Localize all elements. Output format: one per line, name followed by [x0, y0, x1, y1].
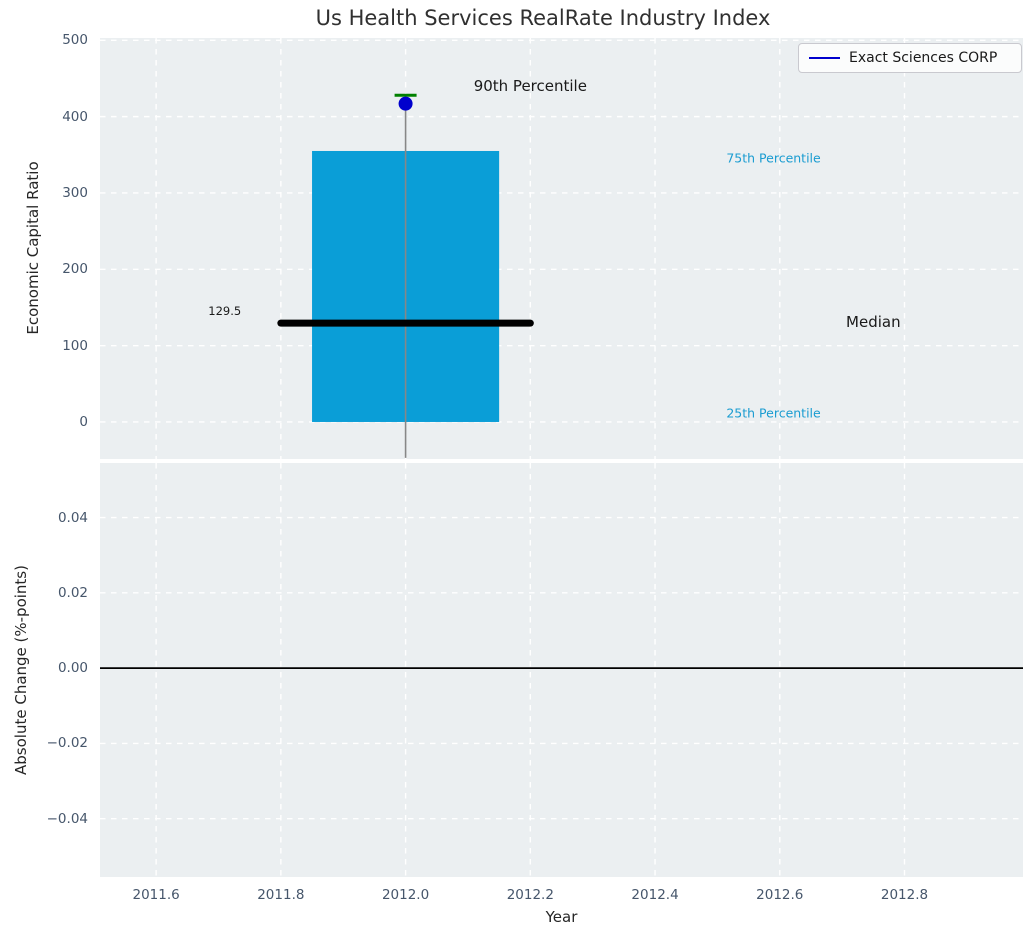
annotation-90th-percentile: 90th Percentile	[474, 77, 587, 95]
x-axis-label: Year	[100, 908, 1023, 926]
annotation-median: Median	[846, 313, 901, 331]
y-tick-label: 0.04	[32, 509, 88, 527]
annotation-25th-percentile: 25th Percentile	[726, 405, 820, 420]
y-tick-label: −0.02	[32, 734, 88, 752]
y-tick-label: 300	[32, 184, 88, 202]
company-data-point	[399, 97, 413, 111]
legend-entry-label: Exact Sciences CORP	[849, 50, 997, 66]
chart-figure: Us Health Services RealRate Industry Ind…	[0, 0, 1034, 942]
x-tick-label: 2012.2	[507, 886, 554, 904]
chart-canvas	[0, 0, 1034, 942]
y-tick-label: 0	[32, 413, 88, 431]
y-tick-label: 0.00	[32, 659, 88, 677]
y-tick-label: 100	[32, 337, 88, 355]
y-tick-label: 500	[32, 31, 88, 49]
y-tick-label: 0.02	[32, 584, 88, 602]
x-tick-label: 2012.8	[881, 886, 928, 904]
bottom-y-axis-label: Absolute Change (%-points)	[12, 565, 30, 775]
y-tick-label: 400	[32, 108, 88, 126]
chart-title: Us Health Services RealRate Industry Ind…	[53, 6, 1033, 30]
legend-line-sample-icon	[809, 57, 840, 59]
y-tick-label: 200	[32, 260, 88, 278]
x-tick-label: 2011.6	[133, 886, 180, 904]
x-tick-label: 2012.4	[631, 886, 678, 904]
y-tick-label: −0.04	[32, 810, 88, 828]
legend: Exact Sciences CORP	[798, 43, 1022, 73]
annotation-75th-percentile: 75th Percentile	[726, 150, 820, 165]
x-tick-label: 2011.8	[257, 886, 304, 904]
annotation-129-5: 129.5	[208, 304, 241, 318]
x-tick-label: 2012.0	[382, 886, 429, 904]
x-tick-label: 2012.6	[756, 886, 803, 904]
